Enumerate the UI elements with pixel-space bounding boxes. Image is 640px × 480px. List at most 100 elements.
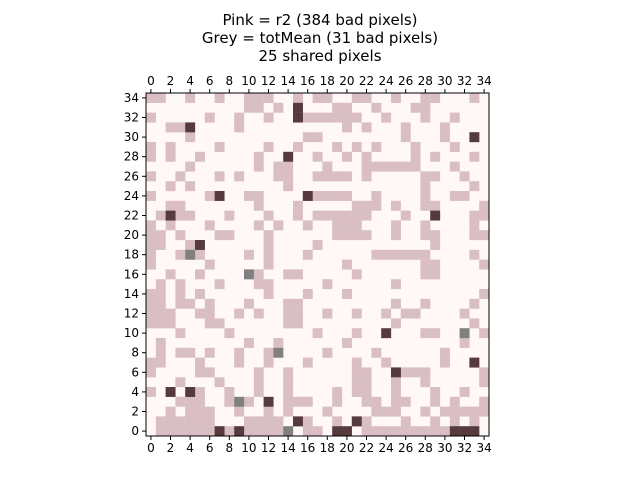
pink-cell (224, 387, 235, 397)
pink-cell (351, 220, 362, 231)
pink-cell (371, 406, 382, 417)
pink-cell (342, 191, 352, 201)
pink-cell (371, 249, 382, 260)
pink-cell (410, 151, 421, 162)
pink-cell (479, 210, 490, 221)
x-tick-label-bottom: 14 (280, 441, 295, 455)
pink-cell (400, 249, 411, 260)
pink-cell (155, 357, 166, 368)
pink-cell (371, 426, 382, 437)
x-tick-label-top: 12 (261, 74, 276, 88)
pink-cell (204, 298, 215, 309)
pink-cell (244, 191, 254, 201)
x-tick-label-top: 0 (147, 74, 155, 88)
pink-cell (391, 298, 401, 309)
pink-cell (175, 249, 186, 260)
pink-cell (293, 298, 303, 309)
pink-cell (449, 161, 460, 172)
pink-cell (224, 230, 235, 241)
pink-cell (302, 289, 313, 299)
pink-cell (430, 151, 441, 162)
pink-cell (322, 308, 333, 319)
pink-cell (195, 416, 205, 427)
x-tick-label-bottom: 24 (378, 441, 393, 455)
pink-cell (479, 396, 490, 407)
pink-cell (361, 387, 372, 397)
y-tick-label: 0 (131, 424, 139, 438)
pink-cell (165, 416, 176, 427)
shared-cell (459, 426, 470, 437)
shared-cell (185, 387, 196, 397)
pink-cell (253, 387, 264, 397)
pink-cell (273, 338, 284, 348)
pink-cell (263, 240, 274, 250)
pink-cell (371, 191, 382, 201)
pink-cell (332, 230, 343, 241)
pink-cell (244, 338, 254, 348)
pink-cell (322, 161, 333, 172)
pink-cell (469, 181, 480, 192)
pink-cell (459, 171, 470, 182)
grey-cell (185, 249, 196, 260)
x-tick-label-bottom: 16 (300, 441, 315, 455)
pink-cell (322, 191, 333, 201)
pink-cell (302, 416, 313, 427)
grey-cell (273, 347, 284, 358)
y-tick-label: 12 (124, 307, 139, 321)
pink-cell (430, 171, 441, 182)
heatmap-cells (146, 93, 490, 437)
pink-cell (420, 298, 431, 309)
x-tick-label-bottom: 34 (476, 441, 491, 455)
pink-cell (351, 367, 362, 378)
pink-cell (273, 161, 284, 172)
x-tick-label-top: 32 (457, 74, 472, 88)
pink-cell (253, 191, 264, 201)
pink-cell (410, 102, 421, 113)
shared-cell (302, 191, 313, 201)
pink-cell (293, 318, 303, 329)
pink-cell (410, 308, 421, 319)
pink-cell (410, 161, 421, 172)
x-tick-label-bottom: 2 (167, 441, 175, 455)
pink-cell (175, 416, 186, 427)
pink-cell (332, 387, 343, 397)
y-tick-label: 28 (124, 150, 139, 164)
pink-cell (361, 426, 372, 437)
pink-cell (204, 426, 215, 437)
pink-cell (253, 279, 264, 290)
x-axis-top: 0 2 4 6 8 10 12 14 16 18 20 22 24 26 28 30 32 34 (147, 74, 492, 93)
pink-cell (410, 426, 421, 437)
pink-cell (293, 93, 303, 103)
pink-cell (195, 151, 205, 162)
pink-cell (185, 181, 196, 192)
pink-cell (381, 112, 392, 123)
pink-cell (479, 259, 490, 270)
x-tick-label-top: 2 (167, 74, 175, 88)
pink-cell (391, 387, 401, 397)
shared-cell (293, 112, 303, 123)
pink-cell (283, 181, 294, 192)
pink-cell (185, 161, 196, 172)
y-tick-label: 26 (124, 169, 139, 183)
shared-cell (381, 328, 392, 339)
pink-cell (332, 171, 343, 182)
shared-cell (469, 426, 480, 437)
x-tick-label-bottom: 30 (437, 441, 452, 455)
pink-cell (165, 151, 176, 162)
pink-cell (253, 220, 264, 231)
pink-cell (195, 387, 205, 397)
x-tick-label-top: 4 (186, 74, 194, 88)
pink-cell (195, 249, 205, 260)
pink-cell (430, 269, 441, 280)
pink-cell (342, 210, 352, 221)
pink-cell (165, 220, 176, 231)
pink-cell (146, 220, 156, 231)
pink-cell (400, 210, 411, 221)
pink-cell (361, 210, 372, 221)
shared-cell (293, 416, 303, 427)
pink-cell (155, 318, 166, 329)
y-tick-label: 16 (124, 267, 139, 281)
pink-cell (302, 132, 313, 143)
pink-cell (175, 210, 186, 221)
pink-cell (165, 406, 176, 417)
